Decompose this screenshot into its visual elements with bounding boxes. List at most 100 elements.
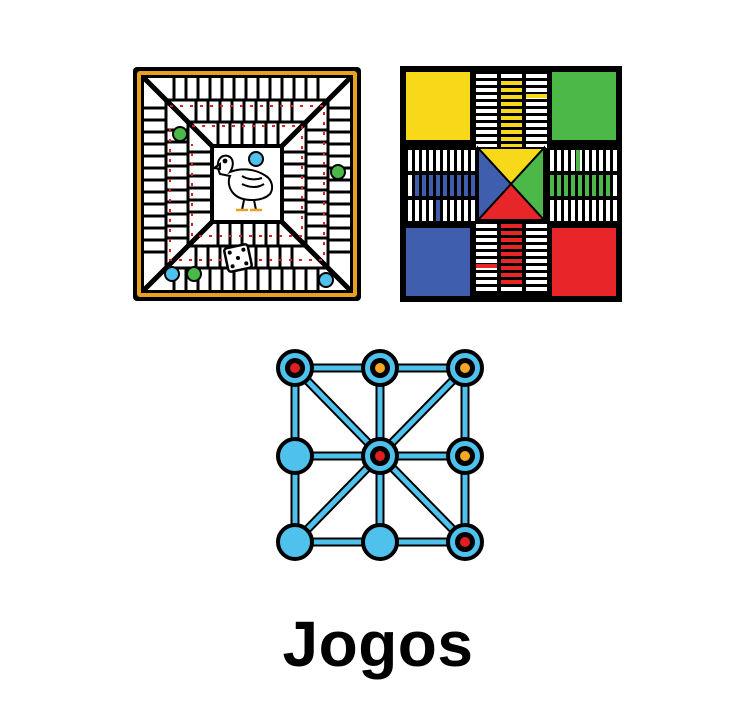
ludo-lane-cell: [571, 200, 575, 221]
ludo-lane-cell: [450, 175, 454, 196]
ludo-lane-cell: [476, 224, 497, 228]
ludo-lane-cell: [578, 175, 582, 196]
ludo-lane-cell: [476, 116, 497, 120]
ludo-lane-cell: [571, 150, 575, 171]
ludo-lane-cell: [526, 102, 547, 106]
ludo-lane-cell: [501, 259, 522, 263]
ludo-lane-cell: [471, 150, 475, 171]
ludo-lane-cell: [585, 175, 589, 196]
ludo-lane-cell: [526, 280, 547, 284]
point-red-piece: [361, 437, 399, 475]
ludo-lane-cell: [501, 123, 522, 127]
ludo-lane-cell: [476, 95, 497, 99]
ludo-lane-cell: [564, 175, 568, 196]
ludo-lane-cell: [476, 130, 497, 134]
point-empty: [361, 523, 399, 561]
ludo-lane-cell: [557, 200, 561, 221]
ludo-lane-cell: [415, 200, 419, 221]
ludo-lane-cell: [457, 175, 461, 196]
ludo-lane-cell: [526, 116, 547, 120]
ludo-lane-cell: [476, 81, 497, 85]
ludo-lane-cell: [526, 123, 547, 127]
ludo-lane-cell: [471, 200, 475, 221]
ludo-lane-cell: [501, 81, 522, 85]
ludo-lane-cell: [501, 95, 522, 99]
ludo-lane-cell: [501, 273, 522, 277]
green-token: [186, 266, 202, 282]
ludo-lane-cell: [476, 88, 497, 92]
point-empty: [276, 523, 314, 561]
point-red-piece: [446, 523, 484, 561]
ludo-lane-cell: [501, 280, 522, 284]
point-orange-piece: [446, 437, 484, 475]
ludo-lane-cell: [415, 150, 419, 171]
ludo-lane-cell: [476, 287, 497, 291]
ludo-lane-cell: [408, 200, 412, 221]
ludo-lane-cell: [436, 200, 440, 221]
ludo-lane-cell: [526, 259, 547, 263]
ludo-lane-cell: [526, 252, 547, 256]
ludo-lane-cell: [422, 150, 426, 171]
ludo-lane-cell: [526, 130, 547, 134]
ludo-lane-cell: [443, 150, 447, 171]
ludo-lane-cell: [576, 150, 580, 171]
ludo-lane-cell: [476, 273, 497, 277]
ludo-lane-cell: [476, 144, 497, 148]
point-orange-piece: [446, 349, 484, 387]
ludo-lane-cell: [476, 280, 497, 284]
ludo-lane-cell: [476, 238, 497, 242]
ludo-lane-cell: [501, 245, 522, 249]
morris-points: [276, 349, 484, 561]
ludo-lane-cell: [526, 224, 547, 228]
ludo-lane-cell: [557, 175, 561, 196]
caption-title: Jogos: [282, 608, 474, 680]
ludo-lane-cell: [606, 150, 610, 171]
ludo-lane-cell: [613, 200, 617, 221]
ludo-lane-cell: [526, 238, 547, 242]
ludo-lane-cell: [526, 88, 547, 92]
green-token: [330, 164, 346, 180]
ludo-blue-home: [406, 228, 470, 296]
ludo-lane-cell: [408, 150, 412, 171]
ludo-lane-cell: [501, 224, 522, 228]
ludo-lane-cell: [526, 273, 547, 277]
ludo-lane-cell: [501, 287, 522, 291]
ludo-lane-cell: [599, 200, 603, 221]
ludo-lane-cell: [501, 130, 522, 134]
ludo-lane-cell: [457, 200, 461, 221]
ludo-lane-cell: [557, 150, 561, 171]
ludo-lane-cell: [526, 137, 547, 141]
ludo-lane-cell: [526, 109, 547, 113]
ludo-lane-cell: [464, 150, 468, 171]
ludo-lane-cell: [415, 175, 419, 196]
ludo-lane-cell: [526, 266, 547, 270]
point-red-piece: [276, 349, 314, 387]
ludo-lane-cell: [443, 200, 447, 221]
goose-game-board-icon: [133, 67, 361, 301]
point-orange-piece: [361, 349, 399, 387]
ludo-lane-cell: [436, 150, 440, 171]
point-empty: [276, 437, 314, 475]
ludo-lane-cell: [501, 266, 522, 270]
ludo-lane-cell: [501, 109, 522, 113]
ludo-lane-cell: [464, 200, 468, 221]
ludo-lane-cell: [408, 175, 412, 196]
goose-board-diagonals: [142, 76, 352, 292]
goose-board-tokens: [164, 126, 346, 288]
goose-icon: [211, 154, 274, 212]
ludo-lane-cell: [585, 150, 589, 171]
ludo-lane-cell: [526, 74, 547, 78]
ludo-lane-cell: [550, 200, 554, 221]
ludo-lane-cell: [578, 200, 582, 221]
ludo-lane-cell: [526, 231, 547, 235]
ludo-lane-cell: [476, 109, 497, 113]
goose-board-red-path: [169, 105, 325, 261]
ludo-lane-cell: [501, 238, 522, 242]
die-icon: [223, 243, 253, 273]
ludo-lane-cell: [457, 150, 461, 171]
ludo-lane-cell: [464, 175, 468, 196]
ludo-lane-cell: [526, 144, 547, 148]
ludo-lane-cell: [476, 245, 497, 249]
ludo-lane-cell: [501, 231, 522, 235]
blue-token: [318, 272, 334, 288]
